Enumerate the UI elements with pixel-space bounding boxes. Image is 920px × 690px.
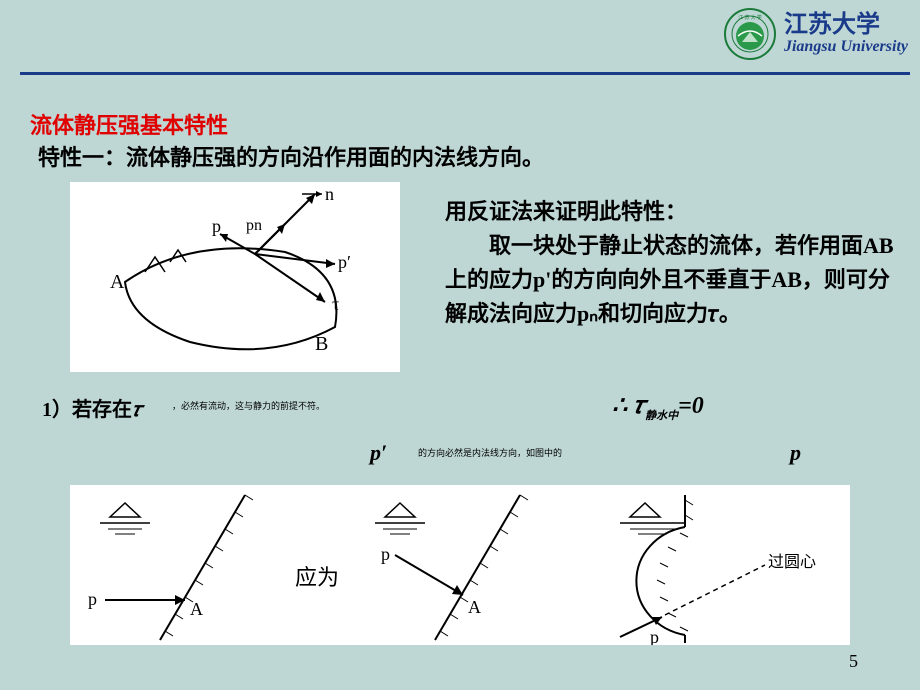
svg-text:A: A	[468, 597, 481, 617]
university-logo-icon: 江 苏 大 学	[724, 8, 776, 60]
proof-paragraph: 用反证法来证明此特性： 取一块处于静止状态的流体，若作用面AB上的应力p'的方向…	[445, 195, 895, 331]
svg-text:过圆心: 过圆心	[768, 553, 816, 571]
university-name-en: Jiangsu University	[784, 38, 908, 56]
tau-condition-row: 1）若存在𝜏 ，必然有流动，这与静力的前提不符。 ∴ 𝜏静水中=0	[42, 393, 900, 423]
pprime-description: 的方向必然是内法线方向，如图中的	[418, 446, 562, 459]
pprime-row: p′ 的方向必然是内法线方向，如图中的 p	[0, 440, 920, 470]
svg-text:A: A	[110, 271, 125, 293]
svg-text:p: p	[381, 544, 390, 564]
property-one-heading: 特性一：流体静压强的方向沿作用面的内法线方向。	[38, 140, 544, 172]
proof-body: 取一块处于静止状态的流体，若作用面AB上的应力p'的方向向外且不垂直于AB，则可…	[445, 229, 895, 331]
figure-pressure-direction: p A 应为 p A	[70, 485, 850, 645]
proof-line1: 用反证法来证明此特性：	[445, 195, 895, 229]
university-name: 江苏大学 Jiangsu University	[784, 12, 908, 56]
tau-equation: ∴ 𝜏静水中=0	[612, 391, 704, 423]
header-divider	[20, 72, 910, 75]
svg-text:pn: pn	[246, 217, 262, 234]
figure-fluid-element: p n pn p′ τ A B	[70, 182, 400, 372]
page-number: 5	[849, 651, 858, 672]
svg-text:A: A	[190, 599, 203, 619]
tau-consequence-small: ，必然有流动，这与静力的前提不符。	[172, 399, 325, 412]
svg-text:p: p	[212, 216, 221, 236]
svg-text:p′: p′	[338, 252, 351, 272]
svg-text:江 苏 大 学: 江 苏 大 学	[738, 14, 762, 21]
svg-text:应为: 应为	[295, 565, 339, 590]
header: 江 苏 大 学 江苏大学 Jiangsu University	[724, 8, 908, 60]
svg-text:p: p	[88, 589, 97, 609]
svg-text:τ: τ	[332, 294, 339, 314]
section-title: 流体静压强基本特性	[30, 108, 228, 140]
svg-text:n: n	[325, 184, 334, 204]
pprime-symbol-right: p	[790, 440, 801, 466]
tau-prefix: 1）若存在𝜏	[42, 393, 142, 422]
pprime-symbol-left: p′	[370, 440, 387, 466]
svg-text:p: p	[650, 627, 659, 645]
university-name-cn: 江苏大学	[784, 12, 908, 38]
svg-text:B: B	[315, 333, 328, 355]
